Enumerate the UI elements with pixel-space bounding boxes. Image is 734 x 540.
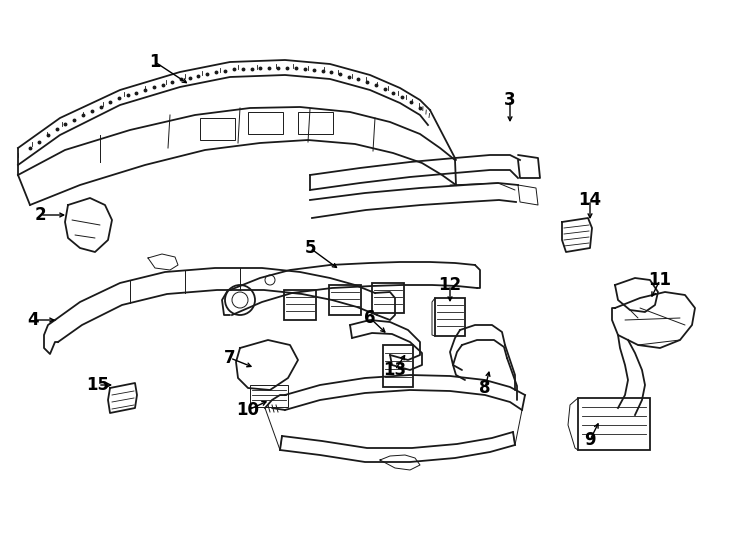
Text: 5: 5 bbox=[305, 239, 316, 257]
Bar bbox=[250, 385, 288, 407]
Text: 11: 11 bbox=[649, 271, 672, 289]
Bar bbox=[329, 285, 361, 315]
Bar bbox=[248, 112, 283, 134]
Text: 6: 6 bbox=[364, 309, 376, 327]
Bar bbox=[372, 283, 404, 313]
Text: 12: 12 bbox=[438, 276, 462, 294]
Bar bbox=[383, 345, 413, 387]
Text: 15: 15 bbox=[87, 376, 109, 394]
Text: 4: 4 bbox=[27, 311, 39, 329]
Text: 9: 9 bbox=[584, 431, 596, 449]
Text: 1: 1 bbox=[149, 53, 161, 71]
Bar bbox=[578, 398, 650, 450]
Bar bbox=[200, 118, 235, 140]
Bar bbox=[298, 112, 333, 134]
Text: 14: 14 bbox=[578, 191, 602, 209]
Text: 13: 13 bbox=[383, 361, 407, 379]
Text: 10: 10 bbox=[236, 401, 260, 419]
Bar bbox=[284, 290, 316, 320]
Text: 3: 3 bbox=[504, 91, 516, 109]
Text: 8: 8 bbox=[479, 379, 491, 397]
Text: 7: 7 bbox=[224, 349, 236, 367]
Text: 2: 2 bbox=[34, 206, 46, 224]
Bar bbox=[435, 298, 465, 336]
